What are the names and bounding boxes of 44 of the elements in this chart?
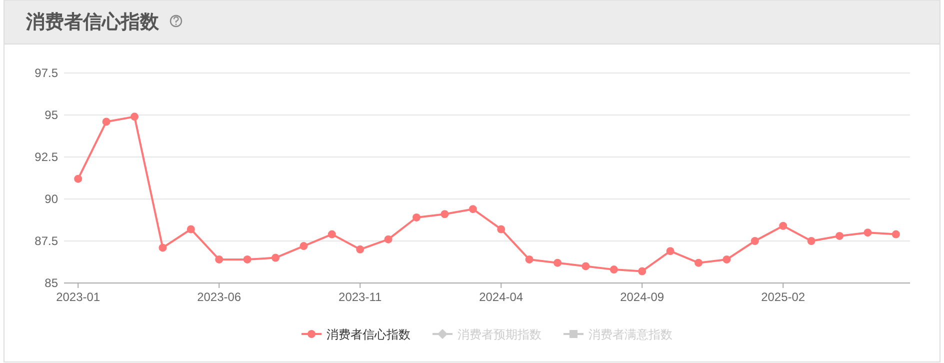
chart-title: 消费者信心指数 <box>25 11 160 33</box>
y-tick-label: 87.5 <box>34 234 58 248</box>
point <box>807 237 816 245</box>
x-tick-label: 2023-11 <box>338 290 382 304</box>
point <box>186 225 195 234</box>
point <box>468 205 477 214</box>
point <box>666 247 674 256</box>
point <box>554 258 562 267</box>
x-tick-label: 2023-06 <box>197 290 242 304</box>
point <box>497 225 506 234</box>
point <box>836 232 844 240</box>
point <box>384 235 392 244</box>
point <box>525 255 534 264</box>
point <box>779 222 788 230</box>
x-tick-label: 2025-02 <box>761 290 806 304</box>
point <box>300 242 308 250</box>
point <box>750 237 759 245</box>
point <box>356 245 364 254</box>
y-tick-label: 92.5 <box>34 150 58 164</box>
y-tick-label: 95 <box>44 108 58 122</box>
point <box>102 118 110 126</box>
point <box>722 255 731 264</box>
point <box>864 228 872 237</box>
point <box>892 230 900 238</box>
x-tick-label: 2023-01 <box>56 290 100 304</box>
point <box>412 213 420 222</box>
point <box>638 267 646 276</box>
x-tick-label: 2024-04 <box>479 290 524 304</box>
point <box>694 258 702 267</box>
y-tick-label: 85 <box>44 276 58 290</box>
y-tick-label: 97.5 <box>34 66 58 80</box>
point <box>243 255 252 264</box>
legend-label: 消费者信心指数 <box>326 328 410 342</box>
point <box>215 255 224 264</box>
point <box>440 210 449 218</box>
point <box>328 230 336 238</box>
point <box>272 254 280 262</box>
point <box>582 262 590 270</box>
y-tick-label: 90 <box>44 192 58 206</box>
point <box>74 174 82 183</box>
x-tick-label: 2024-09 <box>620 290 664 304</box>
point <box>158 244 167 252</box>
point <box>610 266 618 274</box>
point <box>130 112 138 121</box>
